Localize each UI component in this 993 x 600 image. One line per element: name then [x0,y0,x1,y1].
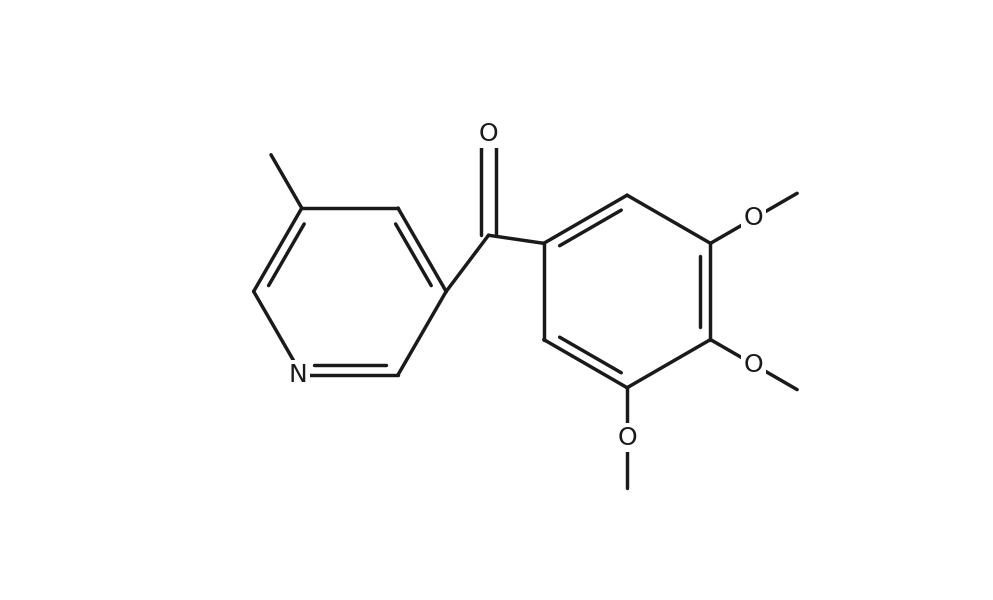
Text: O: O [479,122,498,146]
Text: O: O [618,426,637,450]
Text: O: O [744,206,764,230]
Text: O: O [744,353,764,377]
Text: N: N [289,363,307,387]
